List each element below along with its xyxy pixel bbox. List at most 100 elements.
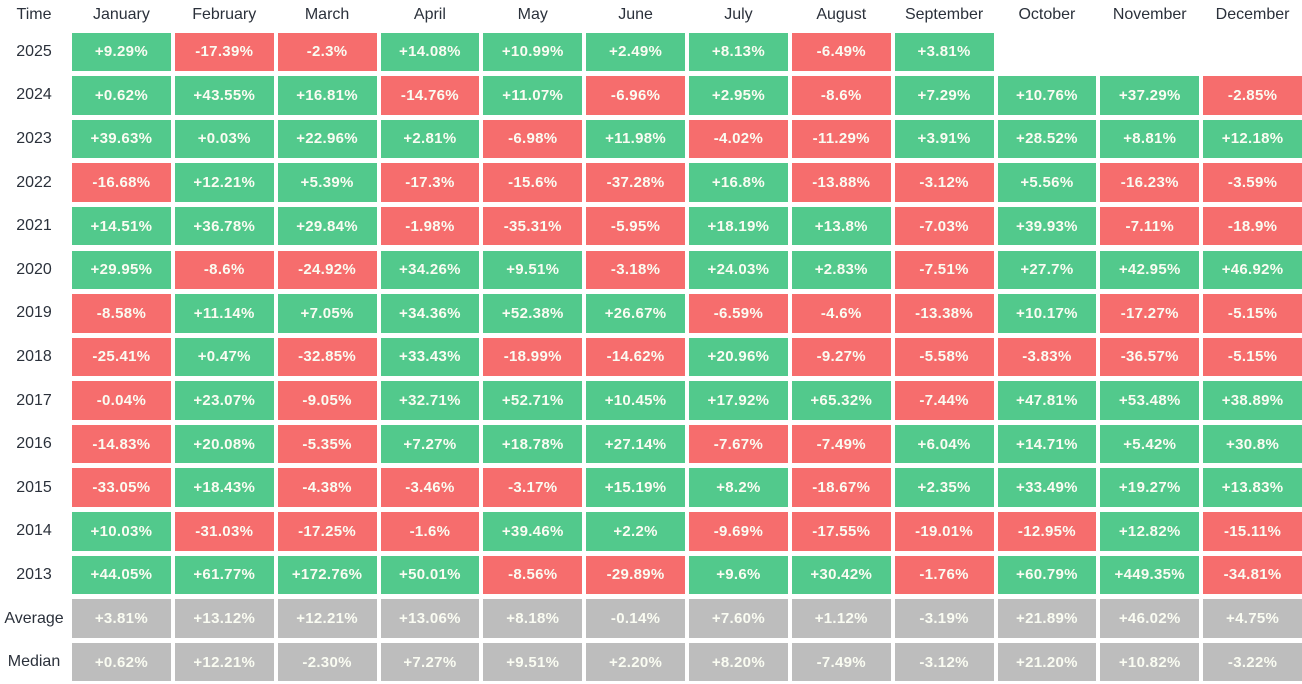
cell-2017-july: +17.92%	[689, 381, 788, 420]
cell-2023-october: +28.52%	[997, 119, 1097, 159]
cell-2024-january: +0.62%	[72, 76, 171, 115]
cell-2016-september: +6.04%	[894, 424, 994, 464]
cell-2016-may: +18.78%	[483, 424, 583, 464]
cell-2022-february: +12.21%	[174, 163, 274, 202]
cell-2019-december: -5.15%	[1203, 294, 1302, 333]
cell-average-june: -0.14%	[586, 599, 685, 638]
cell-2015-june: +15.19%	[586, 468, 685, 507]
row-label-2021: 2021	[16, 217, 52, 235]
row-label-average: Average	[4, 609, 64, 627]
cell-2016-february: +20.08%	[174, 424, 274, 464]
cell-2023-august: -11.29%	[791, 119, 891, 159]
cell-average-april: +13.06%	[380, 599, 480, 638]
corner-label: Time	[16, 6, 52, 23]
cell-2013-january: +44.05%	[72, 555, 171, 595]
cell-2021-may: -35.31%	[483, 206, 583, 246]
cell-2016-october: +14.71%	[997, 424, 1097, 464]
row-label-2014: 2014	[16, 522, 52, 540]
cell-2017-august: +65.32%	[791, 381, 891, 420]
cell-2015-august: -18.67%	[791, 468, 891, 507]
column-header-december: December	[1215, 6, 1290, 23]
cell-2024-march: +16.81%	[277, 76, 377, 115]
cell-2022-december: -3.59%	[1203, 163, 1302, 202]
cell-2020-june: -3.18%	[586, 250, 685, 290]
cell-2018-november: -36.57%	[1100, 337, 1200, 377]
cell-2014-may: +39.46%	[483, 512, 583, 551]
cell-2021-november: -7.11%	[1100, 206, 1200, 246]
cell-2025-may: +10.99%	[483, 32, 583, 72]
cell-median-december: -3.22%	[1203, 642, 1302, 682]
cell-2018-june: -14.62%	[586, 337, 685, 377]
row-label-2023: 2023	[16, 129, 52, 147]
cell-2024-december: -2.85%	[1203, 76, 1302, 115]
cell-2015-december: +13.83%	[1203, 468, 1302, 507]
cell-2016-december: +30.8%	[1203, 424, 1302, 464]
cell-2015-january: -33.05%	[72, 468, 171, 507]
cell-2015-september: +2.35%	[894, 468, 994, 507]
cell-2022-october: +5.56%	[997, 163, 1097, 202]
cell-2024-july: +2.95%	[689, 76, 788, 115]
cell-2019-june: +26.67%	[586, 294, 685, 333]
cell-2013-november: +449.35%	[1100, 555, 1200, 595]
cell-2024-april: -14.76%	[380, 76, 480, 115]
cell-2020-october: +27.7%	[997, 250, 1097, 290]
cell-2021-july: +18.19%	[689, 206, 788, 246]
cell-average-february: +13.12%	[174, 599, 274, 638]
cell-2022-july: +16.8%	[689, 163, 788, 202]
column-header-october: October	[1018, 6, 1076, 23]
cell-2025-july: +8.13%	[689, 32, 788, 72]
cell-2023-may: -6.98%	[483, 119, 583, 159]
cell-2023-december: +12.18%	[1203, 119, 1302, 159]
cell-2013-june: -29.89%	[586, 555, 685, 595]
cell-2024-february: +43.55%	[174, 76, 274, 115]
cell-2014-september: -19.01%	[894, 512, 994, 551]
cell-2014-december: -15.11%	[1203, 512, 1302, 551]
cell-2021-march: +29.84%	[277, 206, 377, 246]
cell-2022-november: -16.23%	[1100, 163, 1200, 202]
cell-2019-march: +7.05%	[277, 294, 377, 333]
cell-2014-march: -17.25%	[277, 512, 377, 551]
cell-average-may: +8.18%	[483, 599, 583, 638]
cell-2021-september: -7.03%	[894, 206, 994, 246]
cell-2015-march: -4.38%	[277, 468, 377, 507]
cell-2023-april: +2.81%	[380, 119, 480, 159]
cell-2013-april: +50.01%	[380, 555, 480, 595]
cell-2020-september: -7.51%	[894, 250, 994, 290]
cell-2016-august: -7.49%	[791, 424, 891, 464]
cell-2022-january: -16.68%	[72, 163, 171, 202]
column-header-november: November	[1112, 6, 1187, 23]
cell-2021-february: +36.78%	[174, 206, 274, 246]
cell-2021-august: +13.8%	[791, 206, 891, 246]
cell-average-january: +3.81%	[72, 599, 171, 638]
cell-2019-january: -8.58%	[72, 294, 171, 333]
cell-2014-april: -1.6%	[380, 512, 480, 551]
cell-2016-march: -5.35%	[277, 424, 377, 464]
cell-2013-december: -34.81%	[1203, 555, 1302, 595]
cell-2017-april: +32.71%	[380, 381, 480, 420]
column-header-march: March	[304, 6, 350, 23]
cell-median-september: -3.12%	[894, 642, 994, 682]
row-label-2013: 2013	[16, 565, 52, 583]
column-header-september: September	[904, 6, 984, 23]
cell-2018-august: -9.27%	[791, 337, 891, 377]
cell-2020-february: -8.6%	[174, 250, 274, 290]
cell-2013-march: +172.76%	[277, 555, 377, 595]
cell-2025-october	[998, 33, 1097, 72]
cell-2018-april: +33.43%	[380, 337, 480, 377]
cell-2022-may: -15.6%	[483, 163, 583, 202]
cell-median-november: +10.82%	[1100, 642, 1200, 682]
cell-median-august: -7.49%	[791, 642, 891, 682]
row-label-2024: 2024	[16, 86, 52, 104]
column-header-may: May	[517, 6, 548, 23]
cell-2021-december: -18.9%	[1203, 206, 1302, 246]
cell-2018-february: +0.47%	[174, 337, 274, 377]
cell-2024-may: +11.07%	[483, 76, 583, 115]
cell-median-march: -2.30%	[277, 642, 377, 682]
cell-average-september: -3.19%	[894, 599, 994, 638]
cell-2015-july: +8.2%	[689, 468, 788, 507]
cell-2017-january: -0.04%	[72, 381, 171, 420]
cell-2018-september: -5.58%	[894, 337, 994, 377]
row-label-2022: 2022	[16, 173, 52, 191]
cell-2013-may: -8.56%	[483, 555, 583, 595]
